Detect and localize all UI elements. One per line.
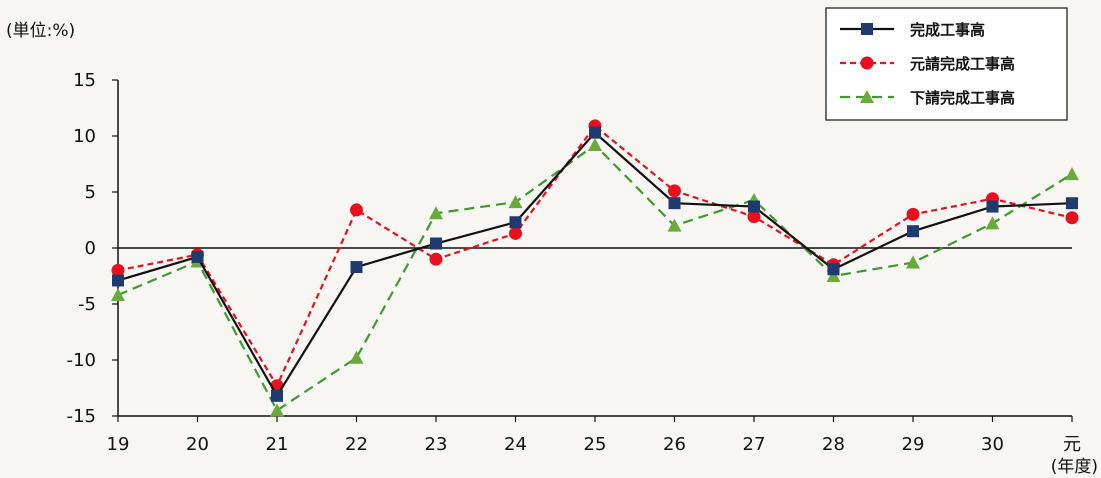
data-point bbox=[509, 216, 522, 229]
data-point bbox=[748, 200, 760, 213]
data-point bbox=[1065, 211, 1079, 225]
data-point bbox=[907, 225, 919, 238]
data-point bbox=[668, 197, 681, 210]
data-point bbox=[668, 184, 681, 198]
legend-item: 下請完成工事高 bbox=[840, 89, 1015, 107]
x-tick-label: 25 bbox=[584, 434, 607, 455]
data-point bbox=[270, 403, 284, 417]
series-line bbox=[117, 131, 1073, 398]
data-point bbox=[429, 252, 443, 266]
series-3 bbox=[111, 137, 1079, 417]
y-tick-label: 15 bbox=[73, 70, 96, 91]
legend-label: 下請完成工事高 bbox=[910, 89, 1015, 107]
y-unit-label: (単位:%) bbox=[6, 21, 75, 41]
legend-marker bbox=[860, 56, 874, 70]
data-point bbox=[509, 226, 522, 240]
x-tick-label: 30 bbox=[981, 434, 1004, 455]
axes: 15 10 5 0 -5 -10 -15 19 20 21 22 23 24 25 26 27 28 29 30 元 bbox=[67, 70, 1081, 455]
x-unit-label: (年度) bbox=[1051, 457, 1098, 477]
series-layer bbox=[111, 119, 1079, 417]
data-point bbox=[112, 274, 124, 287]
data-point bbox=[508, 195, 523, 209]
data-point bbox=[350, 261, 363, 274]
series-2 bbox=[111, 119, 1079, 393]
y-tick-label: -10 bbox=[67, 350, 96, 371]
legend-marker bbox=[861, 23, 873, 35]
series-1 bbox=[112, 126, 1078, 402]
data-point bbox=[349, 350, 364, 364]
legend-item: 完成工事高 bbox=[840, 21, 985, 39]
x-tick-label: 26 bbox=[663, 434, 686, 455]
y-tick-label: -15 bbox=[67, 406, 96, 427]
y-tick-label: -5 bbox=[78, 294, 96, 315]
data-point bbox=[1065, 167, 1079, 181]
series-line bbox=[117, 143, 1073, 412]
legend-label: 完成工事高 bbox=[910, 21, 985, 39]
legend-item: 元請完成工事高 bbox=[840, 55, 1015, 73]
legend-marker bbox=[860, 90, 874, 103]
data-point bbox=[906, 255, 920, 269]
x-tick-label: 23 bbox=[425, 434, 448, 455]
legend-label: 元請完成工事高 bbox=[910, 55, 1015, 73]
data-point bbox=[986, 200, 999, 213]
x-tick-label: 22 bbox=[345, 434, 368, 455]
x-tick-label: 21 bbox=[266, 434, 289, 455]
data-point bbox=[191, 250, 204, 263]
data-point bbox=[588, 137, 602, 151]
data-point bbox=[350, 203, 363, 217]
x-tick-label: 29 bbox=[902, 434, 925, 455]
data-point bbox=[906, 207, 920, 221]
x-tick-label: 20 bbox=[186, 434, 209, 455]
data-point bbox=[985, 216, 1000, 230]
data-point bbox=[747, 210, 761, 224]
data-point bbox=[429, 206, 443, 220]
y-tick-label: 0 bbox=[85, 238, 96, 259]
data-point bbox=[827, 263, 840, 276]
data-point bbox=[430, 237, 442, 250]
data-point bbox=[1066, 197, 1078, 210]
data-point bbox=[589, 126, 601, 139]
data-point bbox=[826, 269, 841, 282]
y-tick-label: 10 bbox=[73, 126, 96, 147]
x-tick-label: 27 bbox=[743, 434, 766, 455]
data-point bbox=[667, 218, 682, 232]
data-point bbox=[271, 389, 283, 402]
x-tick-label: 元 bbox=[1063, 434, 1081, 455]
y-tick-label: 5 bbox=[85, 182, 96, 203]
x-tick-label: 19 bbox=[107, 434, 130, 455]
x-tick-label: 28 bbox=[822, 434, 845, 455]
x-tick-label: 24 bbox=[504, 434, 527, 455]
data-point bbox=[111, 263, 125, 277]
series-line bbox=[117, 124, 1073, 389]
data-point bbox=[111, 288, 125, 302]
